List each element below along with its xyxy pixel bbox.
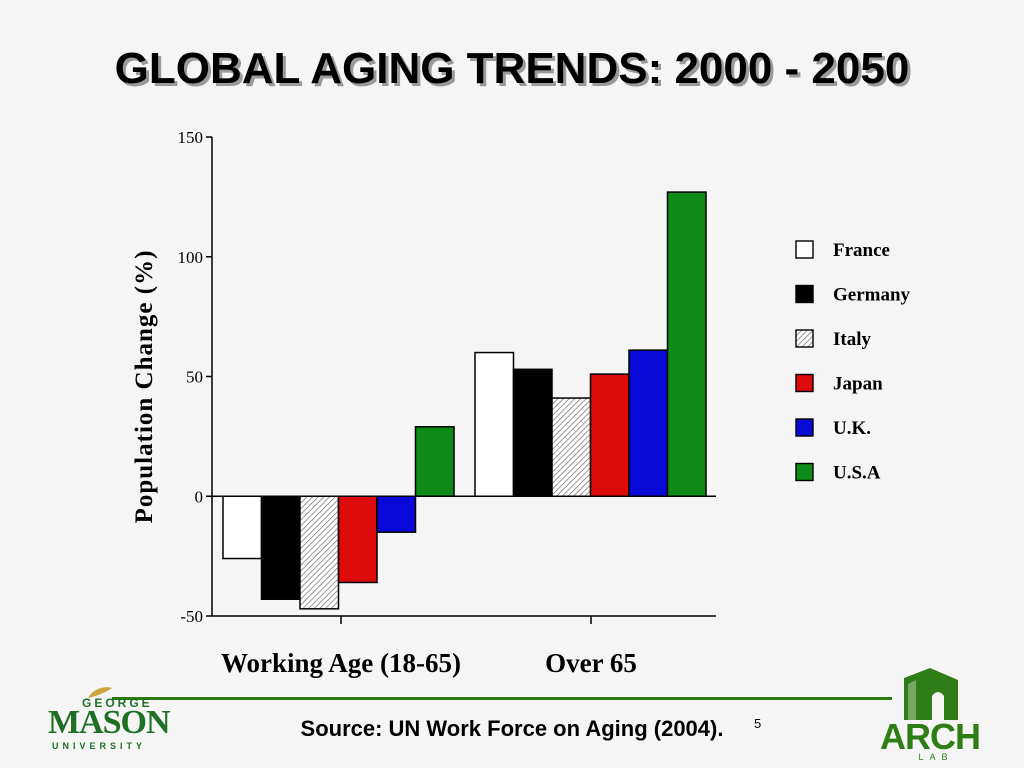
legend-label-uk: U.K.	[833, 418, 871, 439]
bar-uk-over-65	[628, 349, 669, 497]
bar-usa-over-65	[666, 191, 707, 498]
arch-logo-word: ARCH	[880, 716, 981, 757]
y-axis-title: Population Change (%)	[131, 250, 158, 524]
legend-swatch-france	[795, 240, 814, 259]
source-citation: Source: UN Work Force on Aging (2004).	[300, 716, 724, 741]
gmu-logo-george: GEORGE	[82, 696, 153, 710]
arch-logo-lab: LAB	[918, 752, 954, 762]
legend-swatch-uk	[795, 418, 814, 437]
legend-swatch-japan	[795, 373, 814, 393]
legend-label-germany: Germany	[833, 285, 911, 306]
bar-usa-working-age	[414, 426, 455, 498]
page-number: 5	[754, 716, 762, 731]
legend-swatch-italy	[795, 329, 814, 348]
legend-swatch-germany	[795, 284, 814, 304]
footer-divider	[112, 697, 892, 700]
chart-legend: France Germany Italy Japan U.K. U.S.A	[795, 240, 911, 484]
legend-swatch-usa	[795, 462, 814, 482]
x-category-label: Working Age (18-65)	[221, 648, 461, 678]
bar-italy-over-65	[551, 397, 592, 497]
bar-japan-working-age	[337, 495, 378, 584]
legend-label-usa: U.S.A	[833, 463, 881, 484]
gmu-logo-university: UNIVERSITY	[52, 741, 147, 751]
gmu-logo: GEORGE MASON UNIVERSITY	[46, 684, 171, 760]
y-tick-label: 150	[178, 128, 204, 147]
gmu-leaf-icon	[88, 687, 112, 698]
gmu-logo-mason: MASON	[48, 704, 171, 741]
arch-lab-logo: ARCH LAB	[876, 666, 986, 766]
bar-japan-over-65	[589, 373, 630, 498]
y-tick-label: -50	[180, 607, 203, 626]
y-tick-label: 100	[178, 248, 204, 267]
chart-bars	[222, 191, 707, 610]
legend-label-italy: Italy	[833, 329, 872, 350]
y-tick-label: 0	[195, 487, 204, 506]
bar-italy-working-age	[299, 495, 340, 610]
legend-label-japan: Japan	[833, 374, 883, 395]
bar-uk-working-age	[376, 495, 417, 533]
bar-germany-over-65	[512, 368, 553, 497]
x-category-label: Over 65	[545, 648, 637, 678]
legend-label-france: France	[833, 240, 890, 261]
chart-axes: 150 100 50 0 -50 Population Change (%) Working…	[131, 128, 716, 678]
arch-building-icon	[904, 668, 958, 720]
bar-chart: 150 100 50 0 -50 Population Change (%) Working…	[131, 128, 911, 678]
y-tick-label: 50	[186, 368, 203, 387]
slide-title: GLOBAL AGING TRENDS: 2000 - 2050	[114, 44, 910, 93]
bar-france-over-65	[474, 351, 515, 497]
bar-france-working-age	[222, 495, 263, 560]
bar-germany-working-age	[260, 495, 301, 600]
